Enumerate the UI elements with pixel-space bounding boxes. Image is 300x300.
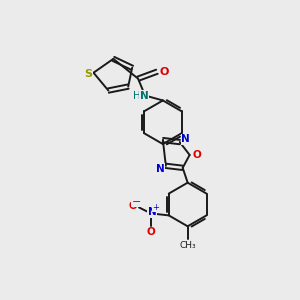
Text: N: N — [155, 164, 164, 174]
Text: S: S — [85, 69, 93, 79]
Text: +: + — [152, 203, 159, 212]
Text: N: N — [148, 207, 156, 218]
Text: −: − — [131, 196, 141, 206]
Text: O: O — [159, 67, 169, 77]
Text: CH₃: CH₃ — [179, 241, 196, 250]
Text: H: H — [133, 91, 141, 100]
Text: N: N — [140, 91, 148, 100]
Text: N: N — [181, 134, 190, 144]
Text: O: O — [129, 202, 137, 212]
Text: O: O — [147, 227, 155, 237]
Text: O: O — [192, 150, 201, 160]
